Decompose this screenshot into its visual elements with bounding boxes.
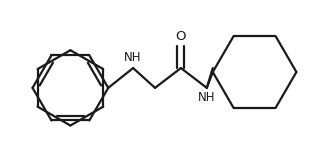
Text: O: O (176, 30, 186, 43)
Text: NH: NH (198, 91, 216, 104)
Text: NH: NH (124, 51, 142, 64)
